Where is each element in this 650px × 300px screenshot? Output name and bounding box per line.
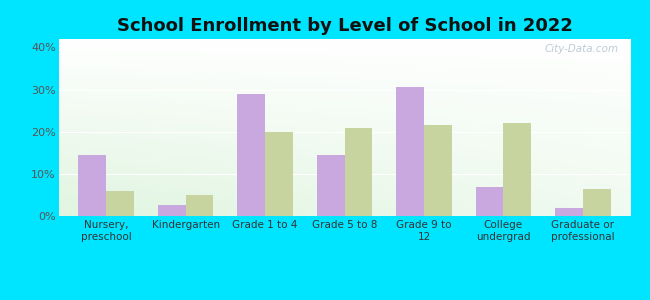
Bar (555, 208, 583, 216)
Bar (317, 155, 345, 216)
Text: City-Data.com: City-Data.com (545, 44, 619, 54)
Legend: Bradfordwoods, PA, Pennsylvania: Bradfordwoods, PA, Pennsylvania (207, 296, 482, 300)
Bar (158, 206, 186, 216)
Bar (424, 125, 452, 216)
Bar (265, 132, 293, 216)
Bar (186, 195, 213, 216)
Bar (583, 189, 610, 216)
Bar (237, 94, 265, 216)
Bar (79, 155, 106, 216)
Bar (476, 187, 503, 216)
Bar (396, 88, 424, 216)
Bar (344, 128, 372, 216)
Bar (503, 123, 531, 216)
Bar (106, 191, 134, 216)
Title: School Enrollment by Level of School in 2022: School Enrollment by Level of School in … (116, 17, 573, 35)
